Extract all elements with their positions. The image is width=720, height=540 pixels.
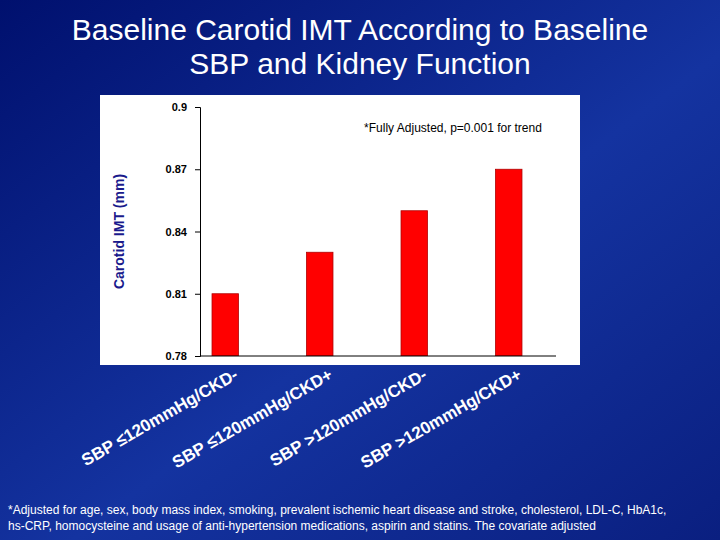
background	[0, 0, 720, 540]
tick-mark	[195, 107, 200, 108]
bars	[212, 169, 522, 356]
text-line: hs-CRP, homocysteine and usage of anti-h…	[8, 519, 596, 533]
tick-mark	[195, 232, 200, 233]
tick-label: 0.78	[166, 350, 187, 362]
chart: Baseline Carotid IMT According to Baseli…	[0, 0, 720, 540]
tick: 0.84	[166, 226, 200, 238]
tick: 0.87	[166, 163, 200, 175]
tick: 0.78	[166, 350, 200, 362]
tick-label: SBP ≤120mmHg/CKD-	[78, 365, 241, 470]
bar	[307, 252, 333, 356]
chart-panel	[100, 95, 580, 365]
annotation: *Fully Adjusted, p=0.001 for trend	[364, 121, 542, 135]
text-line: SBP and Kidney Function	[189, 47, 530, 80]
text-line: *Adjusted for age, sex, body mass index,…	[8, 503, 666, 517]
bar	[212, 294, 238, 356]
tick-label: SBP ≤120mmHg/CKD+	[169, 365, 336, 472]
axis-line	[195, 108, 201, 357]
tick-label: 0.84	[166, 226, 188, 238]
tick: 0.9	[172, 101, 200, 113]
tick-label: SBP >120mmHg/CKD-	[267, 365, 430, 470]
title: Baseline Carotid IMT According to Baseli…	[72, 13, 648, 80]
tick-label: 0.9	[172, 101, 187, 113]
tick: SBP >120mmHg/CKD+	[358, 356, 525, 472]
tick-mark	[195, 356, 200, 357]
axis-line	[200, 356, 556, 357]
bar	[496, 169, 522, 356]
tick-mark	[195, 294, 200, 295]
bar	[401, 211, 427, 356]
y-axis-title: Carotid IMT (mm)	[111, 174, 127, 289]
text-line: Baseline Carotid IMT According to Baseli…	[72, 13, 648, 46]
tick-label: 0.87	[166, 163, 187, 175]
tick-label: 0.81	[166, 288, 187, 300]
tick: SBP ≤120mmHg/CKD+	[169, 356, 336, 472]
x-axis: SBP ≤120mmHg/CKD-SBP ≤120mmHg/CKD+SBP >1…	[78, 356, 556, 472]
tick: SBP ≤120mmHg/CKD-	[78, 356, 241, 470]
y-axis: 0.78 0.81 0.84 0.87 0.9	[166, 101, 201, 362]
footnote: *Adjusted for age, sex, body mass index,…	[8, 503, 666, 533]
tick-mark	[195, 169, 200, 170]
tick: SBP >120mmHg/CKD-	[267, 356, 430, 470]
tick: 0.81	[166, 288, 200, 300]
tick-label: SBP >120mmHg/CKD+	[358, 365, 525, 473]
